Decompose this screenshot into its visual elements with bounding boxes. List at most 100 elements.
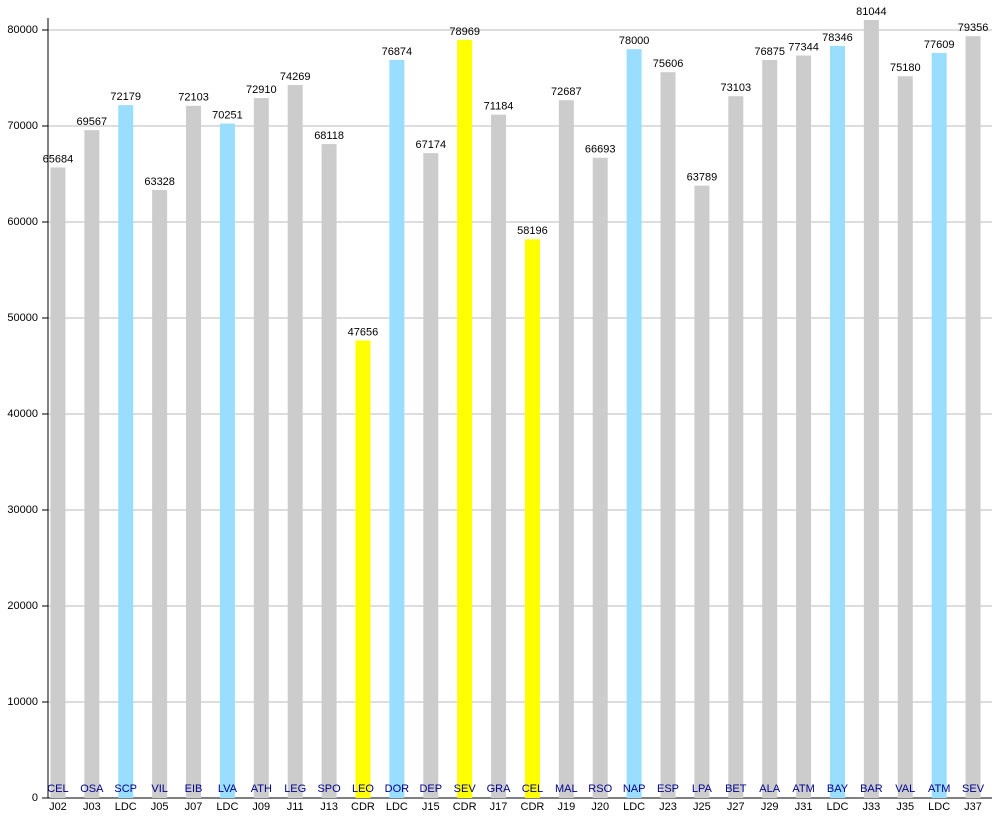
bar [660, 72, 676, 799]
bar-label: VIL [151, 783, 168, 795]
x-tick-label: J15 [422, 801, 440, 813]
bar-label: DEP [419, 783, 442, 795]
value-label: 68118 [314, 130, 344, 142]
bar-label: SEV [454, 783, 477, 795]
bar [355, 340, 371, 798]
bar-label: ALA [759, 783, 780, 795]
bar-label: MAL [555, 783, 578, 795]
bar [219, 123, 235, 799]
bar [186, 105, 202, 798]
y-tick-label: 20000 [7, 600, 38, 612]
bar-label: ATM [928, 783, 950, 795]
value-label: 69567 [77, 116, 108, 128]
x-tick-label: J19 [557, 801, 575, 813]
x-tick-label: J09 [252, 801, 270, 813]
bar-label: ATM [792, 783, 814, 795]
bar [558, 100, 574, 798]
x-tick-label: LDC [216, 801, 238, 813]
bar-label: LPA [692, 783, 713, 795]
bar-label: RSO [588, 783, 612, 795]
value-label: 72179 [110, 91, 141, 103]
y-tick-label: 50000 [7, 312, 38, 324]
value-label: 63328 [144, 176, 175, 188]
value-label: 47656 [348, 326, 379, 338]
bar-label: ATH [251, 783, 272, 795]
bar-label: BAY [827, 783, 849, 795]
bar [389, 60, 405, 799]
value-label: 74269 [280, 71, 311, 83]
x-tick-label: J05 [151, 801, 169, 813]
bar [321, 144, 337, 798]
bar [457, 39, 473, 799]
bar-label: LEO [352, 783, 374, 795]
bar-label: VAL [895, 783, 915, 795]
value-label: 67174 [415, 139, 446, 151]
x-tick-label: J37 [964, 801, 982, 813]
value-label: 63789 [687, 172, 718, 184]
value-label: 76874 [382, 46, 413, 58]
x-tick-label: J13 [320, 801, 338, 813]
bar [897, 76, 913, 799]
value-label: 66693 [585, 144, 616, 156]
y-tick-label: 40000 [7, 408, 38, 420]
bar-label: BAR [860, 783, 883, 795]
x-tick-label: J31 [795, 801, 813, 813]
x-tick-label: LDC [826, 801, 848, 813]
y-tick-label: 60000 [7, 216, 38, 228]
bar [762, 60, 778, 798]
bar [253, 98, 269, 798]
value-label: 73103 [721, 82, 752, 94]
bar [592, 157, 608, 798]
value-label: 76875 [754, 46, 785, 58]
bar-label: EIB [185, 783, 203, 795]
value-label: 78346 [822, 32, 853, 44]
x-tick-label: LDC [386, 801, 408, 813]
bar [728, 96, 744, 799]
x-tick-label: J03 [83, 801, 101, 813]
bar-label: LVA [218, 783, 238, 795]
bar [829, 45, 845, 798]
value-label: 65684 [43, 153, 74, 165]
x-tick-label: J35 [896, 801, 914, 813]
bar [863, 19, 879, 798]
bar-label: CEL [47, 783, 68, 795]
bar-label: ESP [657, 783, 679, 795]
value-label: 70251 [212, 109, 243, 121]
y-tick-label: 70000 [7, 120, 38, 132]
y-tick-label: 30000 [7, 504, 38, 516]
y-tick-label: 0 [32, 792, 38, 804]
x-tick-label: J33 [863, 801, 881, 813]
bar [524, 239, 540, 798]
value-label: 77344 [788, 41, 819, 53]
y-tick-label: 80000 [7, 24, 38, 36]
x-tick-label: J07 [185, 801, 203, 813]
x-tick-label: LDC [928, 801, 950, 813]
bar [626, 49, 642, 798]
bar [118, 105, 134, 798]
bar [152, 190, 168, 798]
bar-label: GRA [487, 783, 512, 795]
y-tick-label: 10000 [7, 696, 38, 708]
x-tick-label: J27 [727, 801, 745, 813]
bar [84, 130, 100, 798]
value-label: 75180 [890, 62, 921, 74]
bar-label: SPO [317, 783, 341, 795]
bar [796, 55, 812, 798]
x-tick-label: J11 [287, 801, 304, 813]
x-tick-label: J23 [659, 801, 677, 813]
bar [931, 52, 947, 798]
bar [423, 153, 439, 799]
bar [491, 114, 507, 798]
x-tick-label: J20 [591, 801, 609, 813]
x-tick-label: CDR [351, 801, 375, 813]
value-label: 75606 [653, 58, 684, 70]
bar-label: SEV [962, 783, 985, 795]
x-tick-label: LDC [115, 801, 137, 813]
value-label: 79356 [958, 22, 989, 34]
value-label: 71184 [484, 101, 514, 113]
x-tick-label: LDC [623, 801, 645, 813]
value-label: 81044 [856, 6, 887, 18]
bar [965, 36, 981, 799]
bar-label: SCP [114, 783, 137, 795]
